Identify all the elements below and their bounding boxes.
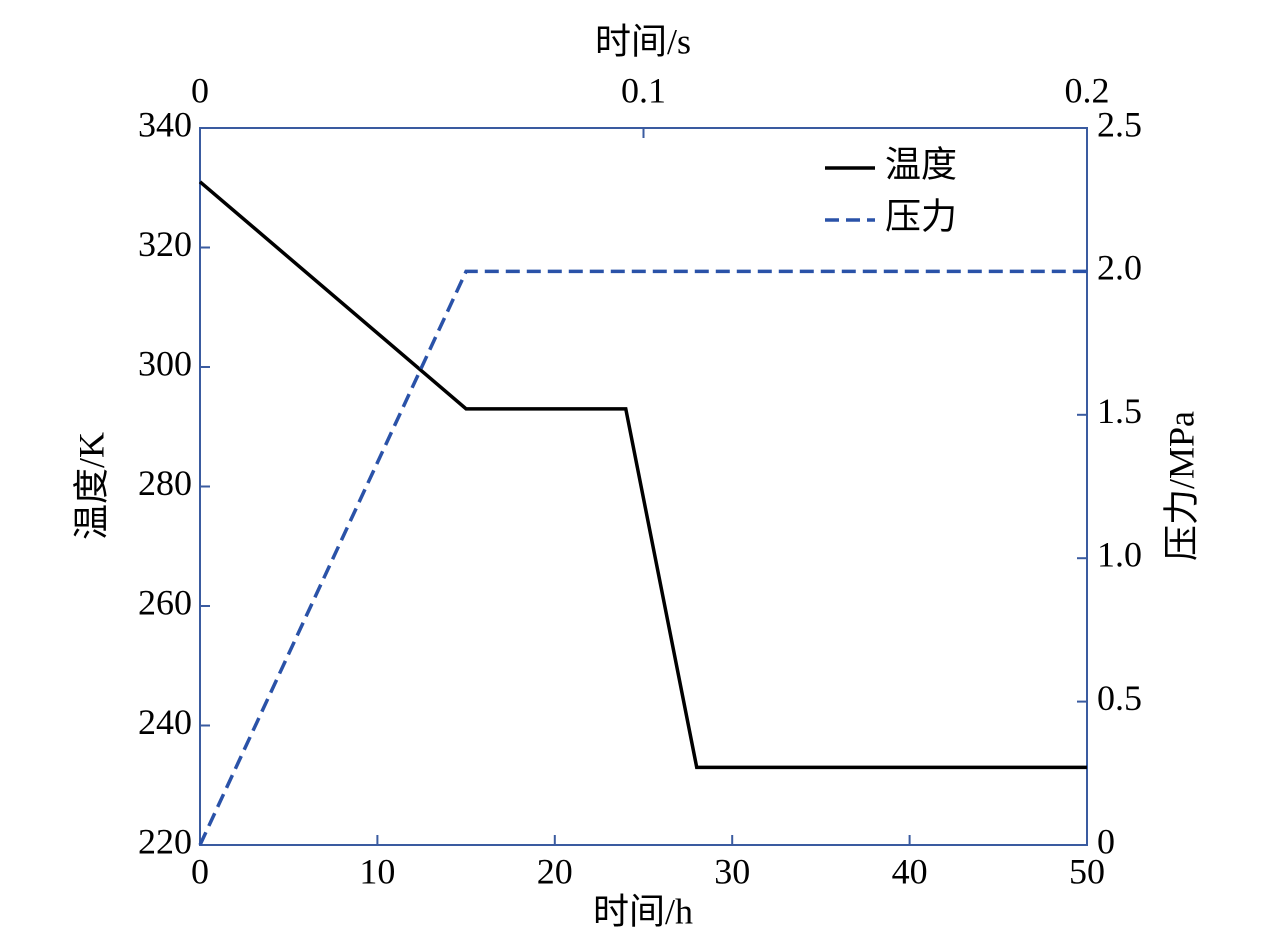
y-tick-label: 320 (138, 224, 192, 264)
y2-tick-label: 1.5 (1097, 391, 1142, 431)
y2-tick-label: 0 (1097, 821, 1115, 861)
legend-label: 温度 (885, 144, 957, 184)
series-line (198, 180, 1087, 770)
x-tick-label: 10 (359, 851, 395, 891)
x2-tick-label: 0.2 (1065, 70, 1110, 110)
legend-label: 压力 (885, 196, 957, 236)
y-axis-label: 温度/K (71, 432, 111, 540)
x-axis-label: 时间/h (593, 891, 693, 931)
y2-tick-label: 2.5 (1097, 104, 1142, 144)
series-line (198, 269, 1087, 846)
x-tick-label: 50 (1069, 851, 1105, 891)
x-tick-label: 20 (537, 851, 573, 891)
y-tick-label: 240 (138, 702, 192, 742)
y2-tick-label: 2.0 (1097, 248, 1142, 288)
x2-tick-label: 0.1 (621, 70, 666, 110)
y2-tick-label: 1.0 (1097, 534, 1142, 574)
x-tick-label: 0 (191, 851, 209, 891)
y-tick-label: 300 (138, 343, 192, 383)
y2-tick-label: 0.5 (1097, 678, 1142, 718)
x2-axis-label: 时间/s (595, 21, 691, 61)
y-tick-label: 220 (138, 821, 192, 861)
x-tick-label: 40 (892, 851, 928, 891)
y-tick-label: 340 (138, 104, 192, 144)
x2-tick-label: 0 (191, 70, 209, 110)
y2-axis-label: 压力/MPa (1161, 411, 1201, 561)
y-tick-label: 260 (138, 582, 192, 622)
y-tick-label: 280 (138, 463, 192, 503)
x-tick-label: 30 (714, 851, 750, 891)
